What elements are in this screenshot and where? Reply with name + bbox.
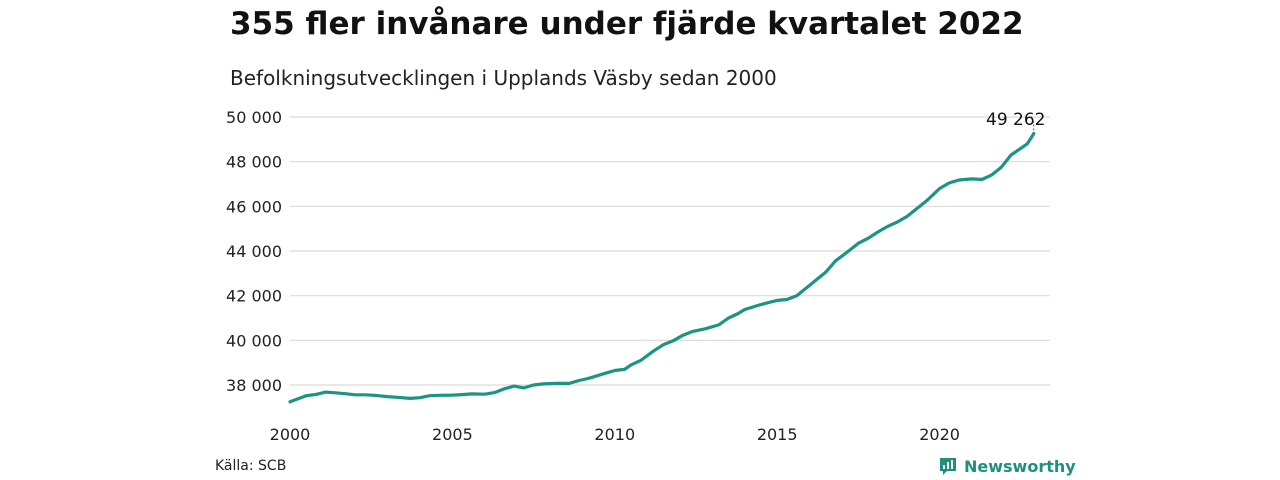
- annotation-label: 49 262: [986, 110, 1045, 130]
- x-tick-label: 2005: [432, 425, 473, 444]
- series-layer: [288, 131, 1036, 404]
- source-note: Källa: SCB: [215, 458, 287, 474]
- newsworthy-logo-icon: [940, 458, 956, 475]
- x-tick-label: 2015: [757, 425, 798, 444]
- y-axis-labels: 38 000 40 000 42 000 44 000 46 000 48 000 50 0…: [226, 108, 282, 395]
- x-tick-label: 2010: [594, 425, 635, 444]
- x-tick-label: 2020: [919, 425, 960, 444]
- series-line: [288, 131, 1036, 404]
- gridlines: [290, 116, 1050, 386]
- x-axis-labels: 2000 2005 2010 2015 2020: [270, 425, 960, 444]
- y-tick-label: 48 000: [226, 153, 282, 172]
- y-tick-label: 38 000: [226, 376, 282, 395]
- brand-name: Newsworthy: [964, 456, 1076, 476]
- annotation-layer: 49 262: [986, 110, 1046, 131]
- y-tick-label: 50 000: [226, 108, 282, 127]
- x-tick-label: 2000: [270, 425, 311, 444]
- y-tick-label: 44 000: [226, 242, 282, 261]
- chart-title: 355 fler invånare under fjärde kvartalet…: [230, 6, 1024, 42]
- y-tick-label: 46 000: [226, 197, 282, 216]
- y-tick-label: 42 000: [226, 287, 282, 306]
- y-tick-label: 40 000: [226, 331, 282, 350]
- brand-logo: Newsworthy: [938, 456, 1076, 476]
- chart-subtitle: Befolkningsutvecklingen i Upplands Väsby…: [230, 66, 777, 90]
